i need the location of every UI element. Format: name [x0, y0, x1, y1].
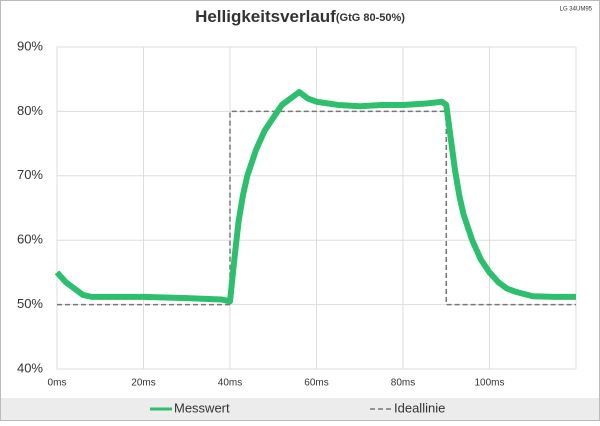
- legend-label: Messwert: [174, 400, 230, 415]
- x-tick-label: 80ms: [391, 378, 415, 389]
- chart-title: Helligkeitsverlauf: [195, 7, 336, 26]
- y-tick-label: 80%: [17, 103, 43, 118]
- annotation: LG 34UM95: [560, 7, 593, 13]
- x-tick-label: 60ms: [304, 378, 328, 389]
- series-line: [57, 110, 576, 306]
- title-group: Helligkeitsverlauf(GtG 80-50%): [195, 7, 405, 26]
- y-tick-label: 40%: [17, 360, 43, 375]
- x-tick-label: 0ms: [48, 378, 67, 389]
- y-tick-label: 60%: [17, 232, 43, 247]
- legend-label: Ideallinie: [394, 400, 445, 415]
- x-tick-label: 40ms: [218, 378, 242, 389]
- x-tick-label: 20ms: [131, 378, 155, 389]
- series-line: [54, 89, 576, 305]
- chart-subtitle: (GtG 80-50%): [336, 12, 405, 24]
- legend-band: [1, 398, 599, 420]
- y-tick-label: 90%: [17, 38, 43, 53]
- y-tick-label: 50%: [17, 296, 43, 311]
- y-tick-label: 70%: [17, 167, 43, 182]
- x-tick-label: 100ms: [474, 378, 504, 389]
